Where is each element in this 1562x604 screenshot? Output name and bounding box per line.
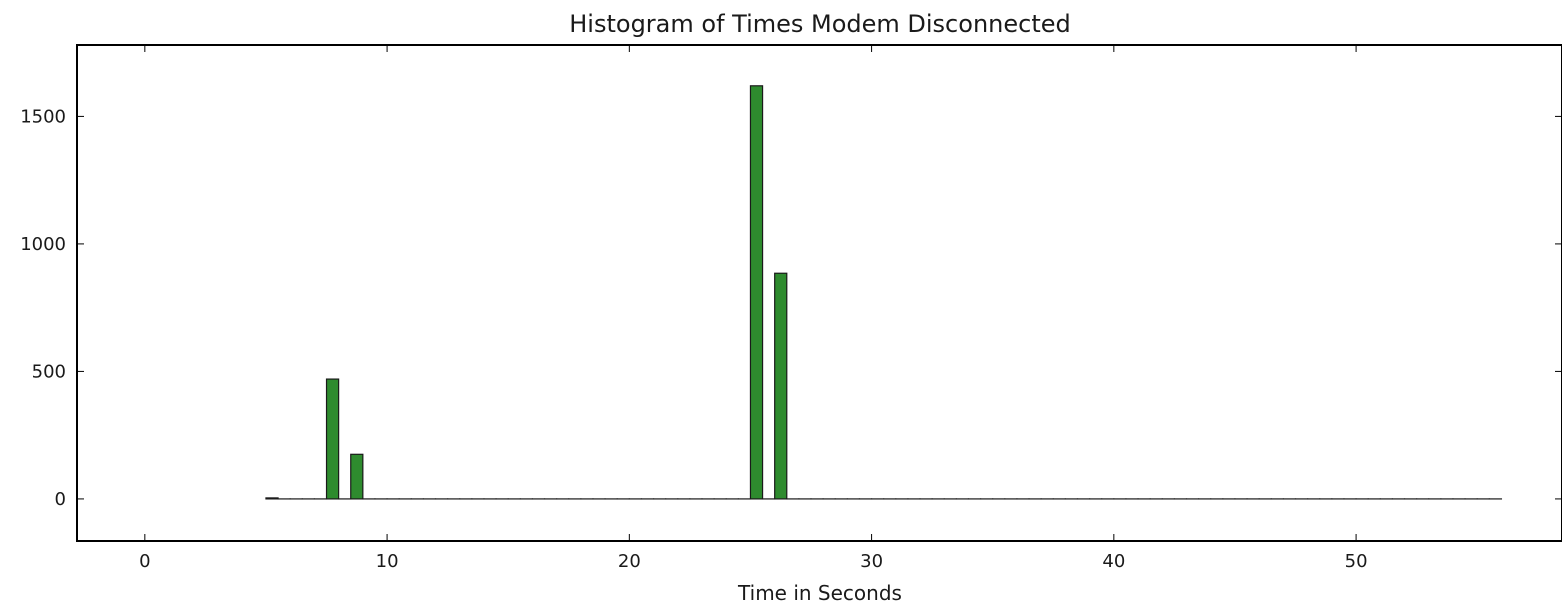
x-tick-label: 50	[1345, 551, 1368, 572]
y-tick-label: 1500	[20, 106, 66, 127]
y-tick-label: 1000	[20, 234, 66, 255]
x-tick-label: 40	[1102, 551, 1125, 572]
y-tick-label: 0	[55, 489, 66, 510]
histogram-bar	[265, 497, 279, 500]
histogram-bar	[325, 378, 340, 500]
x-tick-label: 0	[139, 551, 150, 572]
x-tick-label: 10	[376, 551, 399, 572]
chart-title: Histogram of Times Modem Disconnected	[569, 10, 1070, 38]
histogram-bar	[774, 272, 788, 500]
histogram-bar	[350, 453, 364, 500]
x-axis-ticks: 0 10 20 30 40 50	[139, 45, 1368, 572]
plot-frame	[76, 44, 1562, 542]
x-axis-label: Time in Seconds	[737, 581, 902, 604]
y-axis-ticks: 0 500 1000 1500	[20, 106, 1562, 510]
x-tick-label: 30	[860, 551, 883, 572]
y-tick-label: 500	[32, 361, 66, 382]
bars	[265, 85, 1503, 500]
x-tick-label: 20	[618, 551, 641, 572]
histogram-bar	[749, 85, 764, 500]
